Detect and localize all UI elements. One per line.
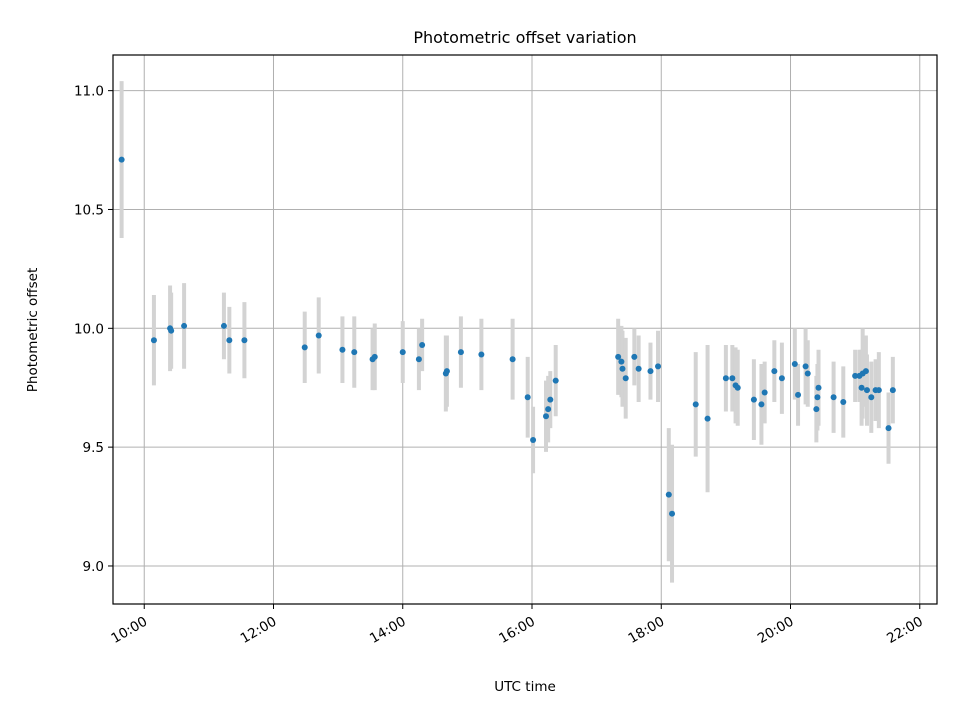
data-point (530, 437, 537, 444)
data-points (118, 156, 896, 517)
data-point (692, 401, 699, 408)
data-point (168, 327, 175, 334)
data-point (814, 394, 821, 401)
data-point (547, 396, 554, 403)
data-point (665, 491, 672, 498)
data-point (771, 368, 778, 375)
data-point (631, 353, 638, 360)
chart-title: Photometric offset variation (413, 28, 636, 47)
data-point (241, 337, 248, 344)
data-point (858, 384, 865, 391)
data-point (399, 349, 406, 356)
data-point (875, 387, 882, 394)
data-point (635, 365, 642, 372)
data-point (509, 356, 516, 363)
data-point (118, 156, 125, 163)
data-point (885, 425, 892, 432)
data-point (622, 375, 629, 382)
data-point (802, 363, 809, 370)
data-point (778, 375, 785, 382)
data-point (301, 344, 308, 351)
data-point (543, 413, 550, 420)
data-point (371, 353, 378, 360)
data-point (852, 372, 859, 379)
data-point (150, 337, 157, 344)
data-point (863, 387, 870, 394)
y-axis-ticks: 9.0 9.5 10.0 10.5 11.0 (74, 84, 113, 575)
x-axis-label: UTC time (494, 679, 556, 695)
data-point (647, 368, 654, 375)
data-point (181, 322, 188, 329)
data-point (704, 415, 711, 422)
data-point (339, 346, 346, 353)
data-point (750, 396, 757, 403)
data-point (619, 365, 626, 372)
data-point (315, 332, 322, 339)
data-point (758, 401, 765, 408)
data-point (889, 387, 896, 394)
data-point (220, 322, 227, 329)
data-point (226, 337, 233, 344)
data-point (552, 377, 559, 384)
y-tick-label: 9.0 (83, 559, 104, 575)
data-point (722, 375, 729, 382)
data-point (862, 368, 869, 375)
y-tick-label: 11.0 (74, 84, 104, 100)
y-tick-label: 10.0 (74, 321, 104, 337)
data-point (615, 353, 622, 360)
data-point (524, 394, 531, 401)
data-point (840, 398, 847, 405)
data-point (791, 360, 798, 367)
data-point (655, 363, 662, 370)
data-point (729, 375, 736, 382)
data-point (457, 349, 464, 356)
data-point (478, 351, 485, 358)
data-point (618, 358, 625, 365)
data-point (761, 389, 768, 396)
data-point (545, 406, 552, 413)
y-tick-label: 9.5 (83, 440, 104, 456)
data-point (415, 356, 422, 363)
data-point (795, 391, 802, 398)
data-point (815, 384, 822, 391)
y-axis-label: Photometric offset (25, 268, 41, 392)
data-point (734, 384, 741, 391)
data-point (351, 349, 358, 356)
data-point (830, 394, 837, 401)
data-point (419, 341, 426, 348)
data-point (443, 368, 450, 375)
data-point (669, 510, 676, 517)
data-point (804, 370, 811, 377)
data-point (813, 406, 820, 413)
data-point (868, 394, 875, 401)
plot-frame (112, 54, 938, 605)
y-tick-label: 10.5 (74, 202, 104, 218)
